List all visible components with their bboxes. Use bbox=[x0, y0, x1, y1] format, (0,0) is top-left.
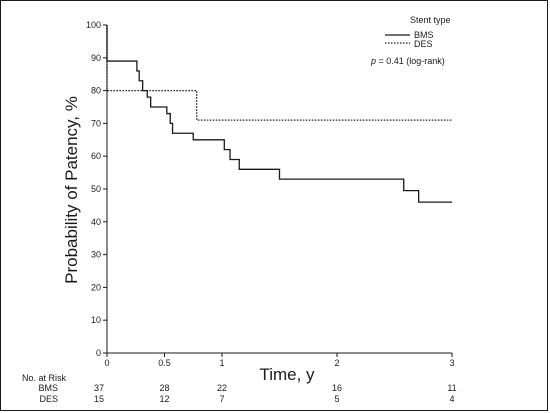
x-tick-label: 2 bbox=[334, 358, 339, 368]
risk-table-title: No. at Risk bbox=[22, 373, 67, 383]
y-tick-label: 80 bbox=[91, 86, 101, 96]
y-tick-label: 60 bbox=[91, 151, 101, 161]
risk-value-des: 5 bbox=[334, 394, 339, 404]
risk-value-bms: 16 bbox=[332, 383, 342, 393]
risk-value-bms: 11 bbox=[447, 383, 456, 393]
risk-value-bms: 28 bbox=[159, 383, 169, 393]
risk-value-des: 7 bbox=[219, 394, 224, 404]
risk-value-des: 12 bbox=[159, 394, 169, 404]
y-tick-label: 40 bbox=[91, 217, 101, 227]
axes bbox=[106, 25, 452, 354]
series-line-bms bbox=[106, 25, 452, 203]
y-tick-label: 20 bbox=[91, 282, 101, 292]
legend-label-des: DES bbox=[414, 39, 433, 49]
y-tick-label: 50 bbox=[91, 184, 101, 194]
risk-value-bms: 37 bbox=[94, 383, 104, 393]
y-tick-label: 100 bbox=[86, 20, 101, 30]
legend: Stent type BMS DES bbox=[385, 15, 451, 49]
x-tick-label: 3 bbox=[449, 358, 454, 368]
risk-table: No. at Risk BMS DES 37 28 22 16 11 15 12 7 5 4 bbox=[22, 373, 457, 404]
y-tick-label: 30 bbox=[91, 250, 101, 260]
risk-row-label-bms: BMS bbox=[38, 383, 58, 393]
risk-value-des: 15 bbox=[94, 394, 104, 404]
legend-label-bms: BMS bbox=[414, 30, 434, 40]
risk-value-bms: 22 bbox=[217, 383, 227, 393]
risk-value-des: 4 bbox=[449, 394, 454, 404]
risk-row-label-des: DES bbox=[39, 394, 58, 404]
survival-curves bbox=[106, 25, 452, 203]
y-tick-label: 10 bbox=[91, 315, 101, 325]
x-axis-label: Time, y bbox=[259, 365, 315, 384]
x-axis-ticks: 0 0.5 1 2 3 bbox=[104, 353, 455, 368]
x-tick-label: 1 bbox=[219, 358, 224, 368]
y-axis-label: Probability of Patency, % bbox=[62, 96, 81, 284]
x-tick-label: 0.5 bbox=[158, 358, 171, 368]
y-axis-ticks: 0 10 20 30 40 50 60 70 80 90 100 bbox=[86, 20, 107, 358]
legend-title: Stent type bbox=[410, 15, 451, 25]
series-line-des bbox=[106, 25, 452, 121]
y-tick-label: 90 bbox=[91, 53, 101, 63]
x-tick-label: 0 bbox=[104, 358, 109, 368]
p-value-annotation: p = 0.41 (log-rank) bbox=[370, 56, 445, 66]
y-tick-label: 0 bbox=[96, 348, 101, 358]
p-symbol: p bbox=[370, 56, 376, 66]
p-value-text: = 0.41 (log-rank) bbox=[376, 56, 445, 66]
y-tick-label: 70 bbox=[91, 118, 101, 128]
